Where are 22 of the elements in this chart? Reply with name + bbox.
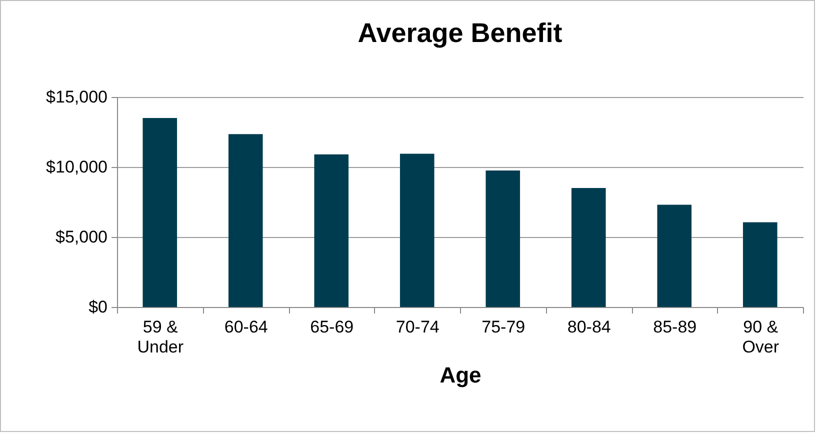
- y-tick-label: $0: [88, 298, 108, 316]
- bar: [142, 118, 178, 307]
- bar: [742, 222, 778, 307]
- y-tick-label: $15,000: [46, 88, 108, 106]
- y-tick-label: $10,000: [46, 158, 108, 176]
- x-tick-label: 80-84: [567, 318, 611, 336]
- bar: [314, 154, 349, 307]
- x-axis-title: Age: [440, 362, 482, 388]
- x-tick-label: 85-89: [653, 318, 697, 336]
- x-tick-label: 75-79: [482, 318, 526, 336]
- y-tick-label: $5,000: [56, 228, 108, 246]
- x-tick-label: 65-69: [310, 318, 354, 336]
- x-tick-label: 59 & Under: [137, 318, 184, 356]
- x-tick-label: 60-64: [224, 318, 268, 336]
- bar: [486, 170, 520, 307]
- bar: [657, 204, 692, 307]
- bar: [571, 188, 606, 307]
- chart-title: Average Benefit: [358, 18, 562, 48]
- bar: [400, 154, 434, 307]
- x-tick-label: 70-74: [396, 318, 440, 336]
- bar: [228, 134, 263, 307]
- x-tick-label: 90 & Over: [742, 318, 780, 356]
